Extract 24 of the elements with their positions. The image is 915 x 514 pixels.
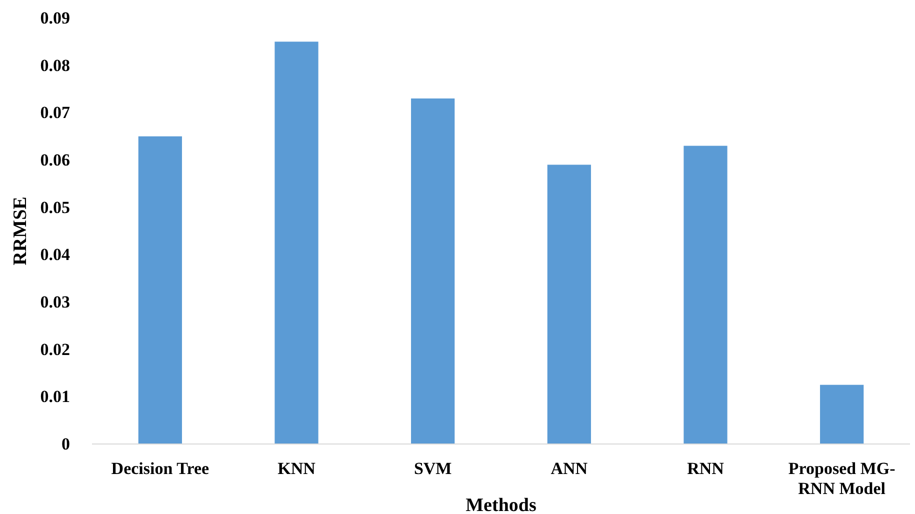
y-tick-label: 0.07 <box>40 103 70 122</box>
bar <box>411 98 455 444</box>
y-tick-label: 0.03 <box>40 292 70 312</box>
bar <box>820 384 864 444</box>
y-tick-label: 0.05 <box>40 198 70 217</box>
x-tick-label: ANN <box>550 459 588 478</box>
bar <box>138 136 182 444</box>
y-tick-label: 0.06 <box>40 150 70 170</box>
x-tick-label: SVM <box>414 459 452 478</box>
y-axis-title: RRMSE <box>10 196 31 266</box>
y-tick-label: 0.08 <box>40 56 70 75</box>
y-tick-label: 0.09 <box>40 8 70 28</box>
y-tick-label: 0.01 <box>40 387 70 406</box>
x-tick-label: Proposed MG-RNN Model <box>788 459 896 498</box>
bar <box>274 42 318 444</box>
x-tick-label: Decision Tree <box>111 459 210 478</box>
x-axis-title: Methods <box>466 495 536 514</box>
bar <box>547 164 591 444</box>
y-tick-label: 0.04 <box>40 245 70 264</box>
y-tick-label: 0.02 <box>40 340 70 359</box>
x-tick-label: RNN <box>687 459 725 478</box>
y-tick-label: 0 <box>62 434 70 454</box>
x-tick-label: KNN <box>278 459 316 478</box>
bar <box>684 146 728 444</box>
